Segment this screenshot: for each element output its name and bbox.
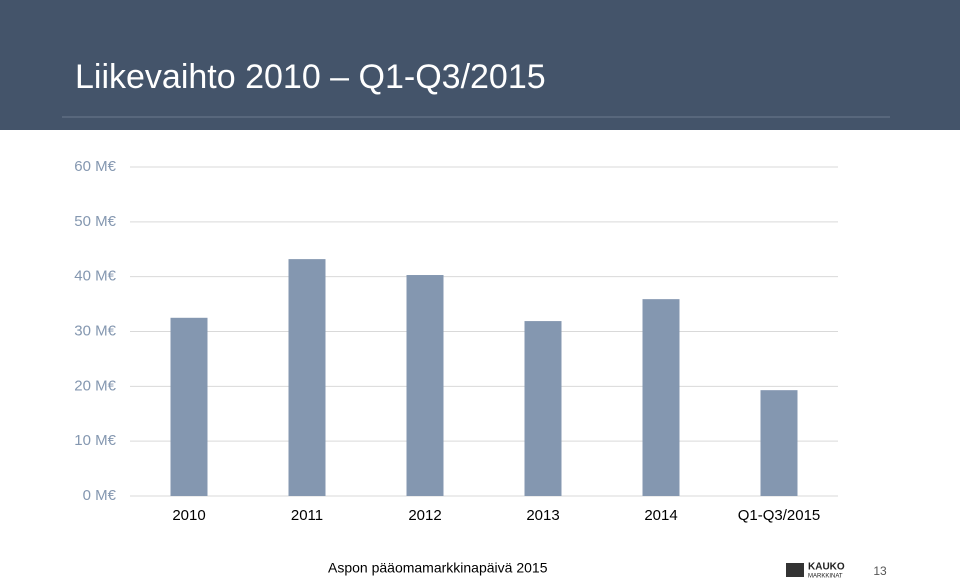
y-tick-label: 40 M€ — [74, 268, 116, 285]
bar — [642, 299, 680, 496]
y-tick-label: 10 M€ — [74, 432, 116, 449]
chart-title: Liikevaihto 2010 – Q1-Q3/2015 — [75, 58, 546, 96]
y-tick-label: 60 M€ — [74, 158, 116, 175]
x-tick-label: 2014 — [644, 507, 677, 524]
bar — [170, 317, 208, 496]
header-band — [0, 0, 960, 130]
bar — [524, 321, 562, 496]
page-number: 13 — [873, 564, 887, 578]
bar — [288, 259, 326, 496]
logo-icon — [786, 563, 804, 577]
y-tick-label: 30 M€ — [74, 322, 116, 339]
y-tick-label: 50 M€ — [74, 213, 116, 230]
x-tick-label: 2012 — [408, 507, 441, 524]
x-tick-label: 2010 — [172, 507, 205, 524]
x-tick-label: 2011 — [291, 507, 323, 524]
bar — [406, 275, 444, 496]
x-tick-label: 2013 — [526, 507, 559, 524]
footer-text: Aspon pääomamarkkinapäivä 2015 — [328, 560, 548, 576]
logo-text: KAUKO — [808, 562, 845, 573]
logo-subtext: MARKKINAT — [808, 574, 843, 580]
y-tick-label: 0 M€ — [83, 487, 117, 504]
x-tick-label: Q1-Q3/2015 — [738, 507, 821, 524]
bar — [760, 390, 798, 496]
y-tick-label: 20 M€ — [74, 377, 116, 394]
